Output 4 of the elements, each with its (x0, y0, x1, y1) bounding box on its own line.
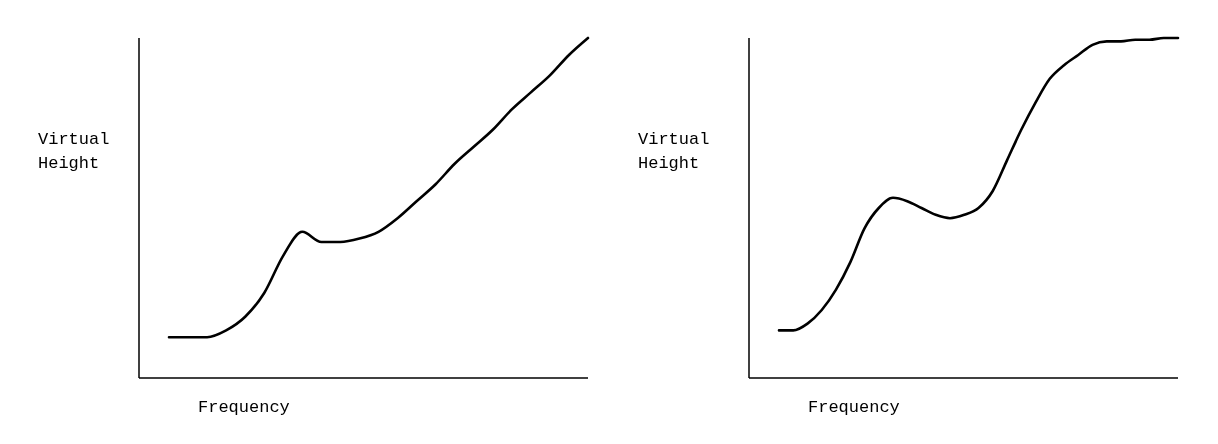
y-axis-title: Virtual Height (38, 129, 110, 175)
x-axis-title: Frequency (808, 398, 900, 417)
y-axis-title: Virtual Height (638, 129, 710, 175)
x-axis-title: Frequency (198, 398, 290, 417)
